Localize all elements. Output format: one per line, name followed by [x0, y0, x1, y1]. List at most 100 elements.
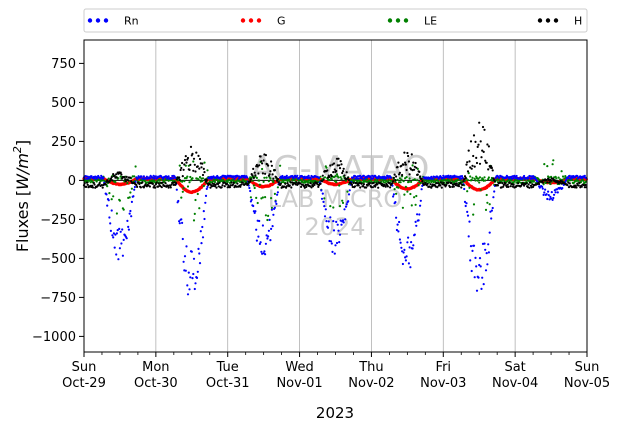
point-le — [552, 159, 555, 162]
point-rn — [254, 210, 257, 213]
point-rn — [336, 223, 339, 226]
point-h — [421, 180, 424, 183]
point-h — [352, 181, 355, 184]
point-h — [578, 181, 581, 184]
point-le — [249, 196, 252, 199]
point-le — [258, 183, 261, 186]
point-le — [346, 190, 349, 193]
point-rn — [154, 175, 157, 178]
point-h — [269, 170, 272, 173]
point-h — [200, 166, 203, 169]
point-le — [255, 196, 258, 199]
point-h — [372, 181, 375, 184]
point-rn — [333, 252, 336, 255]
point-le — [270, 206, 273, 209]
legend-marker — [256, 18, 262, 23]
point-h — [309, 182, 312, 185]
point-le — [484, 179, 487, 182]
point-le — [186, 185, 190, 188]
point-rn — [567, 177, 570, 180]
point-rn — [477, 276, 480, 279]
point-rn — [281, 174, 284, 178]
point-rn — [325, 220, 328, 223]
point-h — [276, 177, 279, 181]
data-points — [82, 121, 588, 296]
point-rn — [553, 193, 556, 196]
point-h — [366, 184, 369, 187]
x-axis-label: 2023 — [316, 404, 354, 422]
point-le — [252, 184, 255, 187]
point-h — [329, 164, 332, 167]
point-h — [419, 175, 422, 178]
point-rn — [406, 241, 409, 244]
x-axis: SunOct-29MonOct-30TueOct-31WedNov-01ThuN… — [62, 352, 610, 391]
point-le — [395, 192, 398, 195]
point-rn — [344, 218, 347, 221]
point-h — [447, 181, 450, 184]
point-rn — [264, 242, 267, 245]
point-h — [203, 171, 206, 174]
point-h — [256, 165, 259, 168]
point-h — [195, 151, 198, 154]
point-h — [275, 176, 278, 179]
point-le — [472, 213, 475, 216]
point-h — [315, 181, 318, 184]
point-rn — [323, 205, 326, 208]
y-tick-label: −500 — [40, 252, 76, 267]
point-h — [337, 157, 340, 160]
point-rn — [400, 246, 403, 249]
point-rn — [268, 218, 271, 221]
point-h — [153, 184, 156, 187]
point-rn — [543, 191, 546, 194]
point-le — [478, 176, 482, 179]
point-h — [185, 161, 188, 164]
point-rn — [93, 177, 96, 180]
point-h — [154, 186, 157, 189]
point-h — [194, 170, 197, 173]
point-le — [186, 175, 189, 178]
point-rn — [460, 175, 464, 178]
point-h — [452, 185, 455, 188]
point-h — [469, 140, 473, 143]
point-h — [341, 171, 344, 175]
point-rn — [181, 237, 184, 241]
point-le — [410, 180, 413, 183]
point-h — [420, 177, 423, 181]
point-rn — [257, 235, 260, 238]
point-h — [412, 161, 415, 164]
point-h — [216, 182, 220, 186]
point-h — [124, 178, 127, 181]
point-rn — [361, 177, 364, 180]
point-h — [340, 163, 343, 166]
point-h — [347, 178, 351, 182]
point-h — [182, 168, 185, 171]
point-h — [135, 183, 138, 187]
point-le — [251, 179, 254, 182]
point-rn — [260, 250, 263, 253]
point-h — [264, 154, 267, 157]
point-le — [328, 178, 331, 182]
legend-box — [83, 8, 588, 33]
point-rn — [186, 293, 190, 296]
point-le — [403, 193, 406, 196]
point-rn — [469, 259, 472, 262]
point-le — [402, 180, 405, 183]
point-rn — [576, 174, 579, 178]
point-h — [246, 182, 249, 186]
point-le — [134, 165, 137, 168]
point-h — [470, 167, 473, 170]
point-le — [415, 194, 418, 198]
point-h — [342, 167, 345, 170]
point-rn — [203, 217, 206, 221]
point-h — [261, 162, 264, 165]
point-rn — [309, 177, 312, 180]
point-h — [473, 165, 476, 168]
point-rn — [142, 175, 145, 178]
point-rn — [119, 230, 122, 233]
point-le — [213, 180, 217, 184]
point-rn — [192, 272, 195, 276]
point-rn — [442, 174, 445, 177]
x-tick-label-date: Oct-29 — [62, 376, 106, 391]
point-le — [206, 169, 209, 172]
point-rn — [527, 177, 530, 180]
